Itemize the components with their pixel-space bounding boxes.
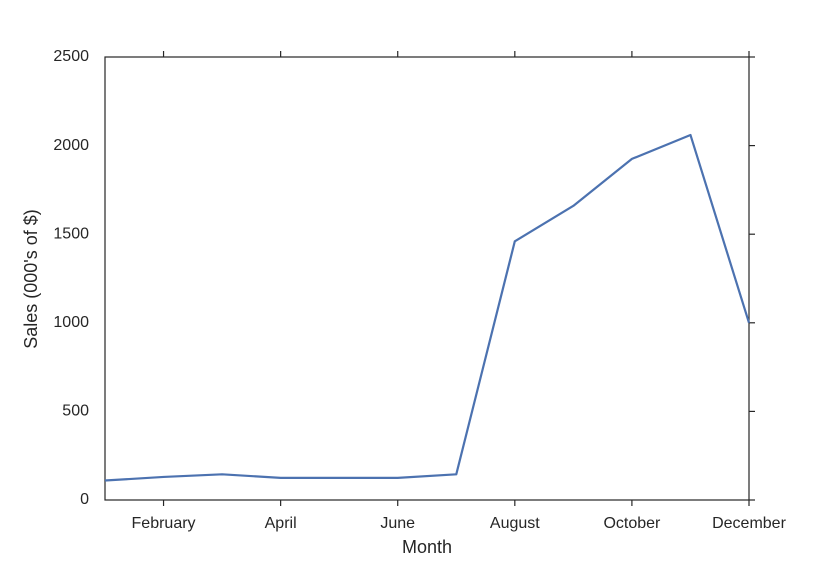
- y-tick-label: 2500: [53, 48, 89, 65]
- line-series: [104, 133, 751, 482]
- x-axis-title: Month: [402, 537, 452, 557]
- y-tick-label: 1500: [53, 225, 89, 242]
- x-tick-label: June: [380, 515, 415, 532]
- x-tick-label: December: [712, 515, 786, 532]
- y-tick-label: 2000: [53, 137, 89, 154]
- x-tick-label: August: [490, 515, 540, 532]
- y-tick-label: 1000: [53, 314, 89, 331]
- y-axis-title: Sales (000's of $): [21, 209, 41, 349]
- x-tick-label: April: [265, 515, 297, 532]
- plot-frame: [104, 56, 750, 501]
- y-tick-label: 500: [62, 403, 89, 420]
- y-tick-label: 0: [80, 491, 89, 508]
- x-tick-label: October: [603, 515, 661, 532]
- x-tick-label: February: [132, 515, 196, 532]
